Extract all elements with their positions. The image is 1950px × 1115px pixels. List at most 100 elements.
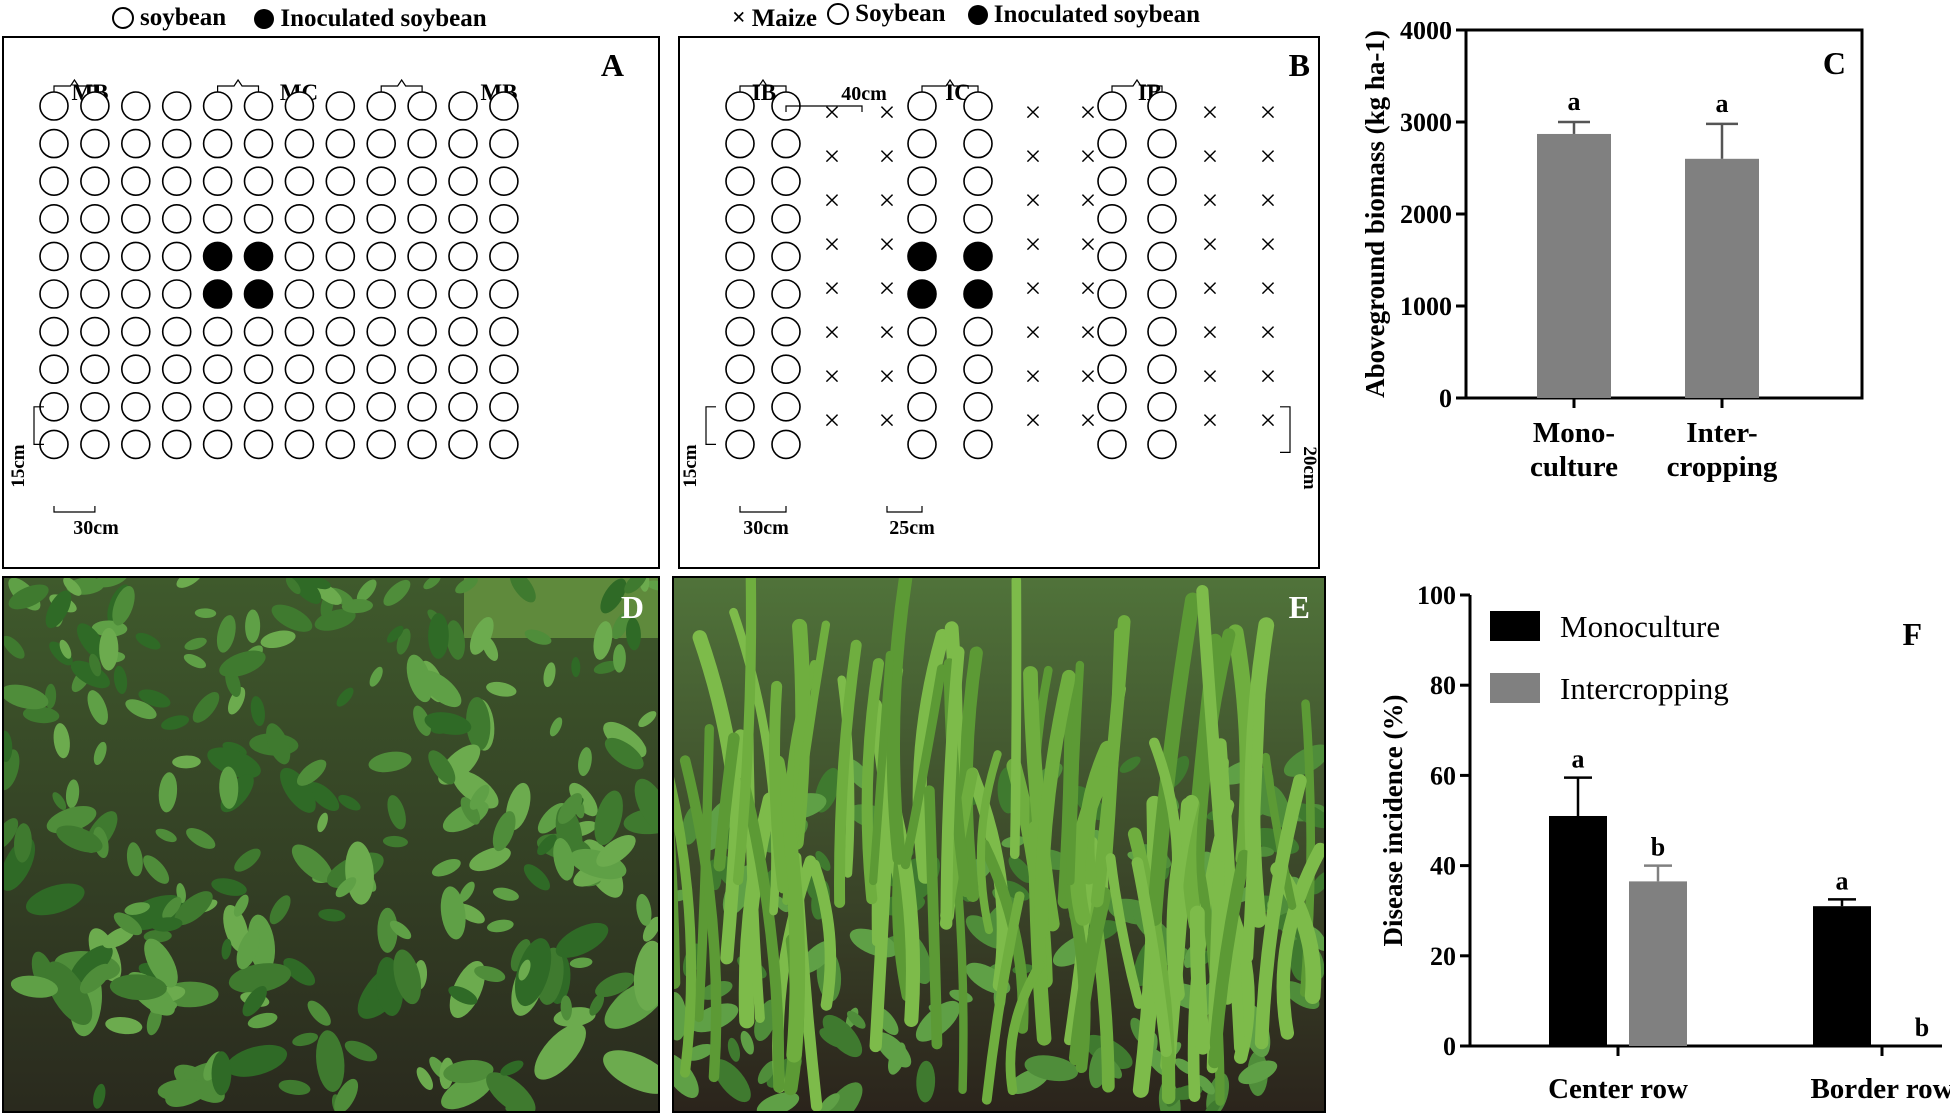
label-gap-40cm: 40cm [841,83,887,105]
soybean-leaf [636,893,652,926]
soybean-leaf [523,864,551,891]
soybean-marker [284,204,315,234]
soybean-leaf [245,609,261,643]
soybean-leaf [596,834,636,867]
soybean-leaf [1240,1066,1258,1083]
soybean-leaf [406,654,433,703]
maize-marker: × [1260,228,1277,261]
soybean-leaf [419,670,462,708]
soybean-marker [284,391,315,422]
maize-marker: × [1080,272,1097,305]
label-row-spacing: 15cm [680,444,701,487]
soybean-leaf [469,846,511,872]
soybean-marker [963,429,993,460]
soybean-marker [161,166,192,196]
soybean-marker [80,279,110,309]
soybean-marker [366,354,397,385]
soybean-leaf [112,585,135,626]
maize-leaf [1066,660,1085,886]
soybean-field-image: D [4,578,658,1111]
soybean-marker [161,91,192,121]
inoculated-soybean-marker [202,279,233,309]
maize-leaf [1261,752,1297,910]
y-tick-label: 0 [1443,1032,1456,1061]
soybean-marker [407,204,437,234]
soybean-marker [771,128,801,159]
soybean-leaf [1204,1099,1221,1111]
brace-mark [739,78,787,92]
maize-leaf [1196,585,1229,862]
soybean-leaf [291,844,333,883]
soybean-marker [39,91,69,121]
maize-leaf [1069,766,1113,926]
soybean-leaf [126,842,143,877]
soybean-marker [725,316,755,347]
legend-label: Monoculture [1560,609,1720,644]
soybean-marker [284,91,315,121]
soybean-leaf [125,699,157,720]
soybean-leaf [236,929,260,970]
soybean-leaf [549,717,563,737]
soybean-leaf [449,960,486,1018]
panel-a-layout: A MB MC MB 15cm 30cm [2,36,660,569]
maize-leaf [940,646,965,930]
soybean-marker [489,204,519,234]
soybean-leaf [486,919,514,933]
soybean-marker [80,316,110,347]
panel-b-diagram: B IB 40cm IC IB 15cm 30cm 25cm 20cm ××××… [680,47,1318,539]
soybean-marker [725,391,755,422]
panel-e-letter: E [1289,589,1310,625]
soybean-leaf [646,580,658,591]
soybean-leaf [260,630,296,649]
maize-marker: × [1202,184,1219,217]
soybean-marker [121,279,151,309]
soybean-leaf [1008,856,1033,883]
maize-marker: × [1080,184,1097,217]
maize-leaf [900,664,947,870]
soybean-marker [39,316,69,347]
soybean-leaf [271,604,313,632]
soybean-leaf [183,654,206,669]
maize-leaf [679,755,722,1083]
soybean-marker [725,204,755,234]
soybean-leaf [155,828,177,843]
soybean-marker [39,128,69,159]
soybean-marker [80,391,110,422]
soybean-marker [407,91,437,121]
soybean-marker [325,279,356,309]
soybean-leaf [162,896,182,920]
soybean-leaf [4,818,19,850]
soybean-marker [325,128,356,159]
soybean-marker [448,128,478,159]
maize-leaf [1208,849,1251,1069]
maize-marker: × [1025,228,1042,261]
soybean-leaf [176,578,203,588]
soybean-leaf [45,590,72,629]
soybean-marker [1097,241,1127,272]
soybean-leaf [459,881,475,903]
soybean-marker [284,316,315,347]
photo-monoculture-field: D [2,576,660,1113]
maize-leaf [869,650,894,886]
soybean-marker [80,241,110,272]
soybean-marker [39,429,69,460]
soybean-leaf [1311,871,1324,895]
soybean-marker [771,429,801,460]
soybean-marker [366,429,397,460]
maize-leaf [1189,905,1211,1055]
soybean-marker [1147,128,1177,159]
x-tick-label: Inter- [1686,417,1757,449]
maize-marker: × [1260,272,1277,305]
soybean-marker [489,279,519,309]
soybean-marker [121,429,151,460]
soybean-leaf [594,790,623,846]
soybean-leaf [377,907,398,953]
soybean-leaf [916,1060,936,1103]
soybean-leaf [307,578,331,590]
label-col-spacing: 30cm [743,517,789,539]
maize-marker: × [824,316,841,349]
soybean-leaf [1024,1055,1079,1082]
soybean-leaf [413,705,431,737]
soybean-leaf [368,751,412,773]
soybean-leaf [389,920,412,940]
